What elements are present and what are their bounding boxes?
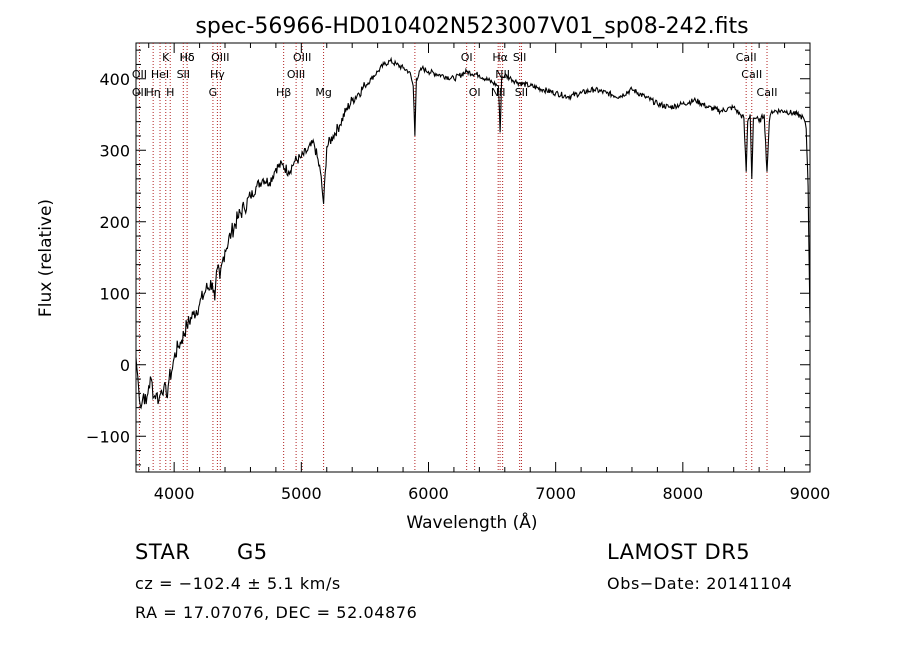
observation-date: Obs−Date: 20141104	[607, 574, 793, 593]
line-annotation: Hδ	[180, 51, 195, 64]
x-tick-label: 5000	[281, 484, 322, 503]
ra-dec: RA = 17.07076, DEC = 52.04876	[135, 603, 418, 622]
line-annotation: OI	[461, 51, 473, 64]
chart-title: spec-56966-HD010402N523007V01_sp08-242.f…	[195, 14, 748, 39]
plot-frame	[135, 42, 811, 473]
redshift-cz: cz = −102.4 ± 5.1 km/s	[135, 574, 341, 593]
line-annotation: CaII	[741, 68, 762, 81]
y-axis: −100 0 100 200 300 400	[86, 49, 810, 466]
object-type: STAR	[135, 540, 191, 564]
y-axis-label: Flux (relative)	[36, 199, 56, 317]
line-annotation: OI	[469, 86, 481, 99]
x-axis-label: Wavelength (Å)	[406, 511, 537, 533]
survey-release: LAMOST DR5	[607, 540, 751, 564]
line-annotation: Hδ	[180, 51, 195, 64]
y-tick-label: 0	[120, 356, 130, 375]
spectrum-line	[135, 56, 811, 410]
line-annotation: CaII	[736, 51, 757, 64]
y-tick-label: 200	[99, 213, 130, 232]
line-annotation: Hη	[146, 86, 161, 99]
line-annotation: K	[162, 51, 170, 64]
x-tick-label: 4000	[154, 484, 195, 503]
line-annotation: OIII	[293, 51, 311, 64]
line-annotation: H	[166, 86, 174, 99]
line-annotation: NII	[495, 68, 510, 81]
line-annotation: OIII	[287, 68, 305, 81]
spectral-subclass: G5	[237, 540, 268, 564]
y-tick-label: 100	[99, 284, 130, 303]
x-tick-label: 6000	[408, 484, 449, 503]
x-tick-label: 8000	[662, 484, 703, 503]
line-annotation: OII	[132, 86, 147, 99]
x-tick-label: 7000	[535, 484, 576, 503]
line-annotation: OIII	[211, 51, 229, 64]
line-annotation: G	[209, 86, 218, 99]
line-annotation: CaII	[757, 86, 778, 99]
y-tick-label: −100	[86, 427, 130, 446]
line-annotation: HeI	[151, 68, 169, 81]
x-axis: 4000 5000 6000 7000 8000 9000	[148, 43, 831, 503]
y-tick-label: 400	[99, 70, 130, 89]
line-annotation: SII	[513, 51, 526, 64]
line-annotation: SII	[515, 86, 528, 99]
line-annotation: Hα	[492, 51, 508, 64]
x-tick-label: 9000	[790, 484, 831, 503]
y-tick-label: 300	[99, 141, 130, 160]
line-annotation: OII	[132, 68, 147, 81]
line-annotation: SII	[177, 68, 190, 81]
line-annotation: Mg	[315, 86, 331, 99]
line-annotation: Hγ	[210, 68, 225, 81]
line-annotation: Hβ	[276, 86, 291, 99]
